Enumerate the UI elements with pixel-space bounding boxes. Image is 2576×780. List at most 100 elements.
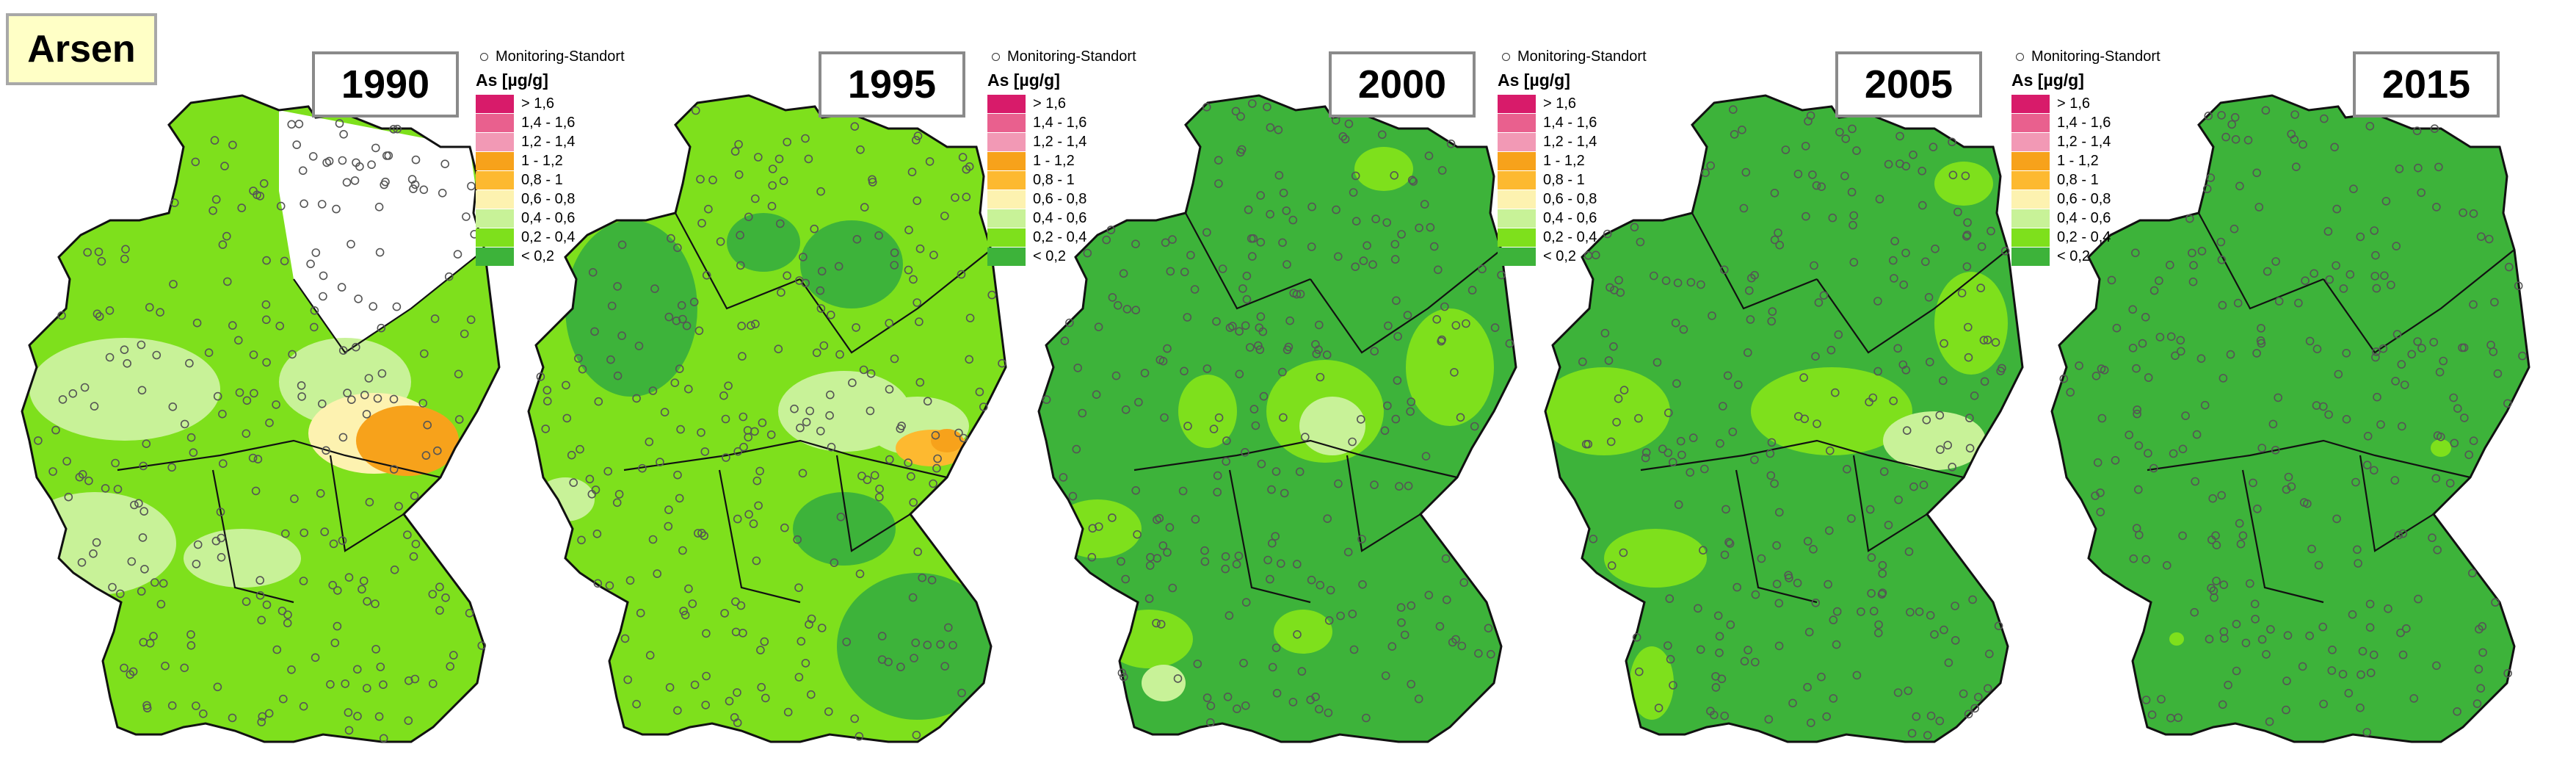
monitoring-site-marker <box>2431 474 2441 483</box>
monitoring-site-marker <box>1390 255 1400 264</box>
monitoring-site-marker <box>1432 314 1442 324</box>
monitoring-site-marker <box>1459 578 1469 587</box>
monitoring-site-marker <box>756 646 765 654</box>
monitoring-site-marker <box>2413 337 2423 346</box>
monitoring-site-marker <box>430 314 440 323</box>
monitoring-site-marker <box>2314 560 2323 570</box>
monitoring-site-marker <box>2097 364 2106 373</box>
monitoring-site-marker <box>1925 358 1934 366</box>
monitoring-site-marker <box>1200 546 1209 555</box>
monitoring-site-marker <box>2478 621 2487 631</box>
monitoring-site-marker <box>1205 718 1215 727</box>
monitoring-site-marker <box>2439 356 2448 366</box>
monitoring-site-marker <box>606 355 615 364</box>
monitoring-site-marker <box>783 707 793 717</box>
monitoring-site-marker <box>590 327 599 336</box>
monitoring-site-marker <box>625 576 635 585</box>
monitoring-site-marker <box>603 466 612 476</box>
monitoring-site-marker <box>2132 364 2141 373</box>
monitoring-site-marker <box>1371 214 1380 223</box>
monitoring-site-marker <box>1224 611 1234 620</box>
monitoring-site-marker <box>2432 203 2441 212</box>
monitoring-site-label: Monitoring-Standort <box>496 48 625 65</box>
monitoring-site-marker <box>2372 347 2381 356</box>
monitoring-site-marker <box>1715 648 1724 657</box>
monitoring-site-marker <box>75 472 84 482</box>
monitoring-site-marker <box>2217 255 2227 264</box>
monitoring-site-marker <box>790 404 799 414</box>
monitoring-site-marker <box>449 651 458 660</box>
monitoring-site-marker <box>316 488 325 498</box>
monitoring-site-marker <box>2398 650 2408 660</box>
monitoring-site-marker <box>1781 145 1790 154</box>
monitoring-site-marker <box>1268 662 1277 672</box>
monitoring-site-marker <box>419 349 429 358</box>
monitoring-site-marker <box>1242 295 1252 304</box>
monitoring-site-marker <box>1083 248 1092 258</box>
monitoring-site-marker <box>1935 716 1945 726</box>
monitoring-site-marker <box>909 498 918 507</box>
monitoring-site-marker <box>1352 217 1361 226</box>
monitoring-site-marker <box>1600 328 1610 338</box>
legend-class: 0,6 - 0,8 <box>476 189 625 209</box>
monitoring-site-marker <box>1697 280 1705 289</box>
monitoring-site-marker <box>167 463 176 472</box>
monitoring-site-marker <box>2371 353 2380 362</box>
monitoring-site-marker <box>1826 345 1836 355</box>
legend-class: 1,2 - 1,4 <box>987 132 1136 151</box>
monitoring-site-marker <box>2243 136 2253 145</box>
monitoring-site-marker <box>369 302 378 311</box>
monitoring-site-marker <box>242 429 251 438</box>
monitoring-site-marker <box>768 181 777 190</box>
monitoring-site-marker <box>1470 422 1479 431</box>
monitoring-site-marker <box>1810 261 1818 270</box>
monitoring-site-marker <box>360 390 369 400</box>
monitoring-site-marker <box>1768 307 1777 317</box>
monitoring-site-marker <box>2075 361 2083 370</box>
monitoring-site-marker <box>2401 624 2411 633</box>
monitoring-site-marker <box>1793 578 1802 588</box>
monitoring-site-marker <box>123 358 131 368</box>
legend-swatch <box>2011 189 2050 209</box>
monitoring-site-marker <box>1669 458 1677 467</box>
monitoring-site-marker <box>1131 485 1140 495</box>
monitoring-site-marker <box>333 621 342 631</box>
monitoring-site-marker <box>929 250 938 260</box>
monitoring-site-marker <box>1848 220 1857 230</box>
monitoring-site-marker <box>2138 339 2147 348</box>
monitoring-site-marker <box>648 386 658 395</box>
monitoring-site-marker <box>77 557 87 567</box>
monitoring-site-marker <box>1358 579 1367 589</box>
monitoring-site-marker <box>259 179 269 188</box>
monitoring-site-marker <box>1822 712 1832 721</box>
monitoring-site-marker <box>139 638 148 647</box>
monitoring-site-marker <box>1450 368 1459 377</box>
monitoring-site-marker <box>1266 209 1274 219</box>
monitoring-site-marker <box>1316 580 1325 590</box>
monitoring-site-marker <box>1276 559 1285 568</box>
monitoring-site-marker <box>1878 588 1887 598</box>
monitoring-site-marker <box>128 667 138 676</box>
monitoring-site-marker <box>750 427 759 436</box>
monitoring-site-marker <box>389 465 399 474</box>
monitoring-site-marker <box>1256 191 1266 200</box>
monitoring-site-marker <box>1114 300 1122 310</box>
monitoring-site-marker <box>1766 449 1775 458</box>
monitoring-site-marker <box>310 306 319 315</box>
monitoring-site-marker <box>1725 539 1735 548</box>
monitoring-site-marker <box>2232 619 2241 629</box>
monitoring-site-marker <box>1351 262 1360 272</box>
monitoring-site-marker <box>2144 373 2153 382</box>
monitoring-site-marker <box>909 275 918 284</box>
monitoring-site-marker <box>1072 444 1081 454</box>
monitoring-site-marker <box>1042 395 1051 404</box>
monitoring-site-marker <box>1619 548 1628 557</box>
monitoring-site-marker <box>2112 323 2122 333</box>
monitoring-site-marker <box>2176 336 2185 345</box>
legend-swatch <box>1498 209 1536 228</box>
monitoring-site-marker <box>1744 646 1752 654</box>
monitoring-site-marker <box>1363 241 1371 250</box>
monitoring-site-marker <box>1723 371 1733 380</box>
monitoring-site-marker <box>1393 376 1402 385</box>
legend-class: 1,2 - 1,4 <box>2011 132 2160 151</box>
